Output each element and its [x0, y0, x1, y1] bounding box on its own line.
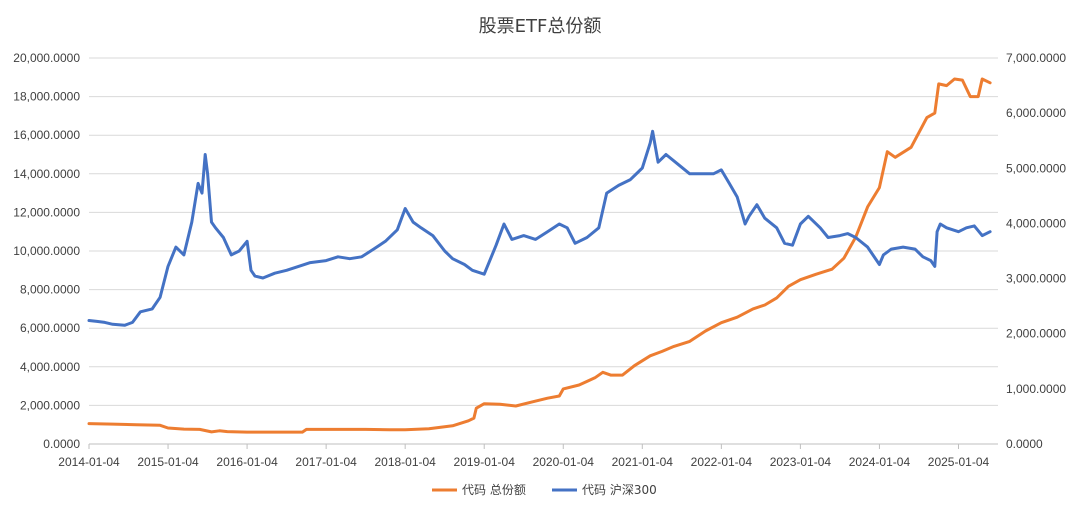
left-tick-label: 12,000.0000: [13, 205, 80, 219]
left-tick-label: 18,000.0000: [13, 90, 80, 104]
chart-title: 股票ETF总份额: [479, 16, 602, 37]
right-y-axis: 0.0000 1,000.0000 2,000.0000 3,000.0000 4,00…: [1006, 51, 1066, 451]
left-tick-label: 0.0000: [43, 437, 80, 451]
x-tick-label: 2024-01-04: [849, 455, 911, 469]
left-tick-label: 20,000.0000: [13, 51, 80, 65]
x-axis: 2014-01-04 2015-01-04 2016-01-04 2017-01-04…: [58, 444, 989, 469]
right-tick-label: 3,000.0000: [1006, 272, 1066, 286]
x-tick-label: 2014-01-04: [58, 455, 120, 469]
left-tick-label: 6,000.0000: [20, 321, 80, 335]
left-tick-label: 8,000.0000: [20, 283, 80, 297]
right-tick-label: 2,000.0000: [1006, 327, 1066, 341]
x-tick-label: 2023-01-04: [770, 455, 832, 469]
x-tick-label: 2022-01-04: [691, 455, 753, 469]
x-tick-label: 2025-01-04: [928, 455, 990, 469]
right-tick-label: 7,000.0000: [1006, 51, 1066, 65]
x-tick-label: 2020-01-04: [533, 455, 595, 469]
x-tick-label: 2019-01-04: [454, 455, 516, 469]
right-tick-label: 4,000.0000: [1006, 216, 1066, 230]
series-line-total-shares: [87, 77, 992, 434]
x-tick-label: 2016-01-04: [216, 455, 278, 469]
legend: 代码 总份额 代码 沪深300: [432, 483, 657, 497]
right-tick-label: 1,000.0000: [1006, 382, 1066, 396]
left-tick-label: 2,000.0000: [20, 398, 80, 412]
series-lines: [87, 77, 992, 434]
legend-label: 代码 总份额: [462, 483, 526, 497]
right-tick-label: 6,000.0000: [1006, 106, 1066, 120]
right-tick-label: 0.0000: [1006, 437, 1043, 451]
left-tick-label: 4,000.0000: [20, 360, 80, 374]
left-y-axis: 0.0000 2,000.0000 4,000.0000 6,000.0000 8,00…: [13, 51, 80, 451]
x-tick-label: 2021-01-04: [612, 455, 674, 469]
right-tick-label: 5,000.0000: [1006, 161, 1066, 175]
series-line-csi300: [87, 129, 992, 327]
legend-label: 代码 沪深300: [582, 483, 657, 497]
x-tick-label: 2015-01-04: [137, 455, 199, 469]
x-tick-label: 2017-01-04: [295, 455, 357, 469]
left-tick-label: 10,000.0000: [13, 244, 80, 258]
x-tick-label: 2018-01-04: [374, 455, 436, 469]
left-tick-label: 16,000.0000: [13, 128, 80, 142]
left-tick-label: 14,000.0000: [13, 167, 80, 181]
